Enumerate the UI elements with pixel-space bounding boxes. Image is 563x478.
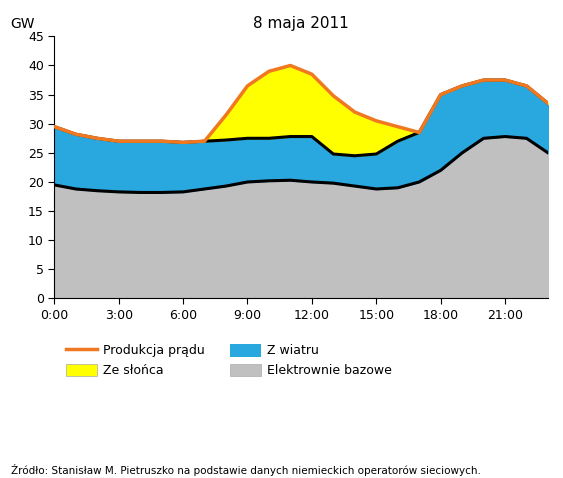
Title: 8 maja 2011: 8 maja 2011 xyxy=(253,16,349,31)
Text: GW: GW xyxy=(10,17,34,31)
Text: Źródło: Stanisław M. Pietruszko na podstawie danych niemieckich operatorów sieci: Źródło: Stanisław M. Pietruszko na podst… xyxy=(11,464,481,476)
Legend: Produkcja prądu, Ze słońca, Z wiatru, Elektrownie bazowe: Produkcja prądu, Ze słońca, Z wiatru, El… xyxy=(60,339,397,382)
